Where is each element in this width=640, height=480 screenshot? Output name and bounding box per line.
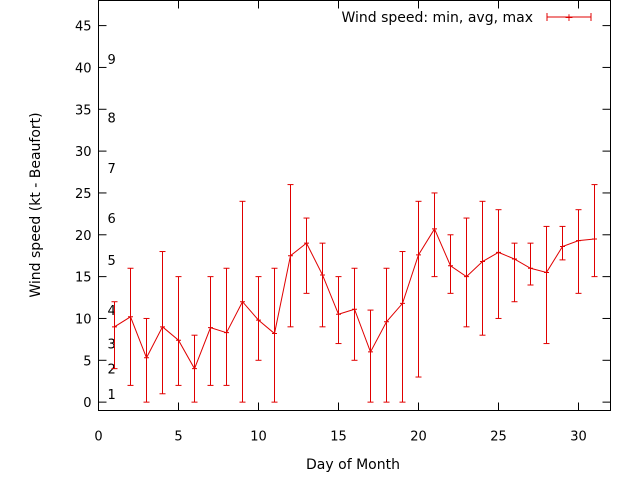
avg-point [384,319,389,325]
plot-frame [98,0,611,411]
avg-point [512,256,517,262]
legend: Wind speed: min, avg, max + [341,10,592,26]
avg-point [224,330,229,336]
avg-point [144,355,149,361]
avg-point [368,349,373,355]
y-axis-label: Wind speed (kt - Beaufort) [28,112,44,297]
x-tick-label: 5 [174,430,182,445]
beaufort-label: 4 [108,304,116,319]
y-tick-label: 45 [75,20,92,35]
y-tick-label: 25 [75,187,92,202]
avg-point [528,265,533,271]
avg-point [480,259,485,265]
avg-point [272,331,277,337]
avg-point [576,238,581,244]
avg-point [304,240,309,246]
y-tick-label: 20 [75,229,92,244]
tick-marks [98,0,611,411]
y-tick-label: 15 [75,271,92,286]
avg-point [320,272,325,278]
avg-point [544,269,549,275]
avg-point [256,317,261,323]
beaufort-label: 6 [108,212,116,227]
legend-marker: + [564,11,573,24]
avg-point [496,249,501,255]
y-tick-label: 0 [83,396,91,411]
series-group [111,184,598,403]
x-tick-label: 0 [94,430,102,445]
legend-label: Wind speed: min, avg, max [341,10,533,26]
beaufort-scale: 1 2 3 4 5 6 7 8 9 [108,53,116,403]
x-tick-label: 15 [330,430,347,445]
y-tick-label: 30 [75,145,92,160]
beaufort-label: 7 [108,162,116,177]
avg-point [352,306,357,312]
y-tick-label: 35 [75,103,92,118]
avg-point [208,325,213,331]
y-tick-label: 5 [83,354,91,369]
y-tick-label: 10 [75,312,92,327]
x-tick-label: 25 [490,430,507,445]
avg-point [336,311,341,317]
avg-point [112,324,117,330]
beaufort-label: 8 [108,112,116,127]
avg-point [416,252,421,258]
avg-point [592,236,597,242]
avg-point [448,263,453,269]
avg-point [464,274,469,280]
beaufort-label: 3 [108,338,116,353]
avg-point [560,244,565,249]
avg-point [176,337,181,343]
avg-point [400,300,405,306]
y-tick-label: 40 [75,61,92,76]
x-tick-label: 30 [570,430,587,445]
avg-point [160,324,165,330]
beaufort-label: 5 [108,254,116,269]
avg-point [288,253,293,259]
x-tick-label: 20 [410,430,427,445]
beaufort-label: 9 [108,53,116,68]
avg-point [128,314,133,320]
beaufort-label: 2 [108,363,116,378]
x-axis-label: Day of Month [306,457,400,473]
avg-point [240,299,245,305]
beaufort-label: 1 [108,388,116,403]
avg-point [432,226,437,232]
x-tick-label: 10 [250,430,267,445]
avg-point [192,366,197,372]
